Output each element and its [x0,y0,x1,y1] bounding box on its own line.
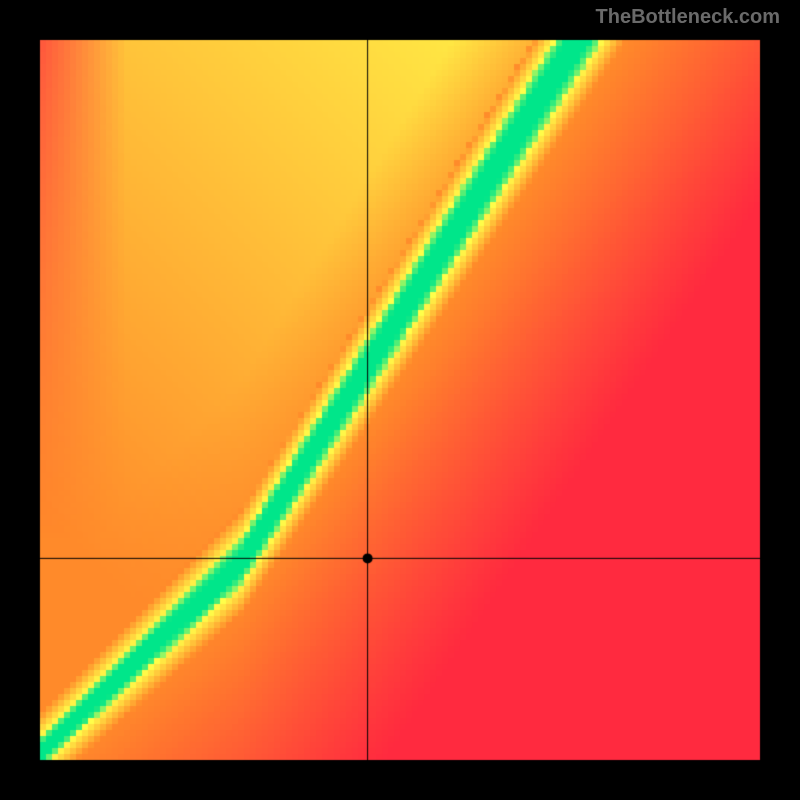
watermark-text: TheBottleneck.com [596,6,780,29]
bottleneck-heatmap-chart [0,0,800,800]
